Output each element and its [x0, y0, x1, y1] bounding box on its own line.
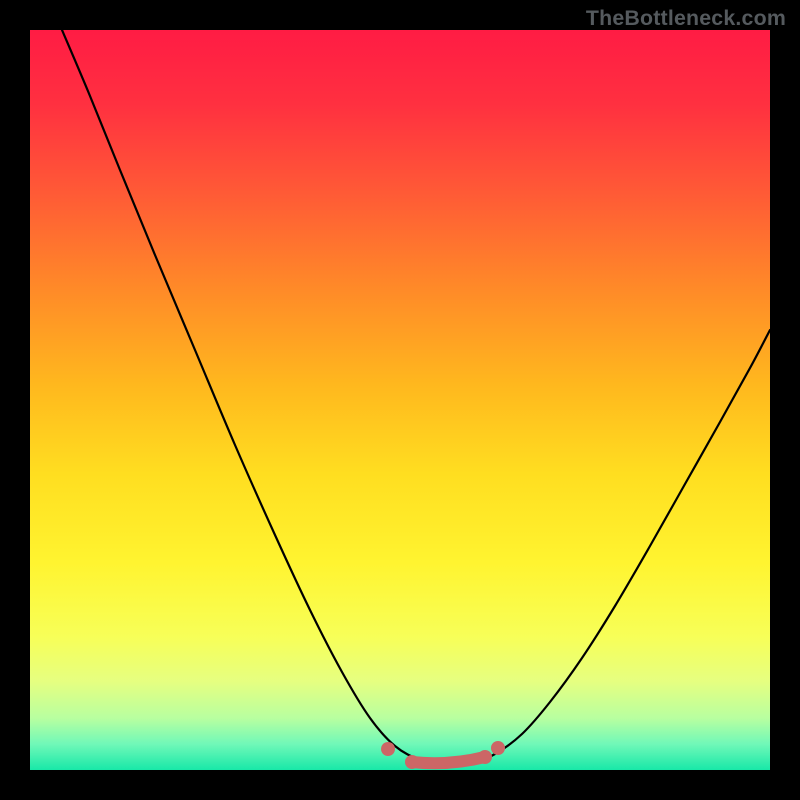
- optimal-range-markers: [30, 30, 770, 770]
- marker-dot: [405, 755, 419, 769]
- plot-area: [30, 30, 770, 770]
- marker-dot: [491, 741, 505, 755]
- chart-frame: TheBottleneck.com: [0, 0, 800, 800]
- marker-dot: [478, 750, 492, 764]
- marker-dot: [381, 742, 395, 756]
- watermark-label: TheBottleneck.com: [586, 6, 786, 31]
- optimal-range-bar: [412, 757, 485, 763]
